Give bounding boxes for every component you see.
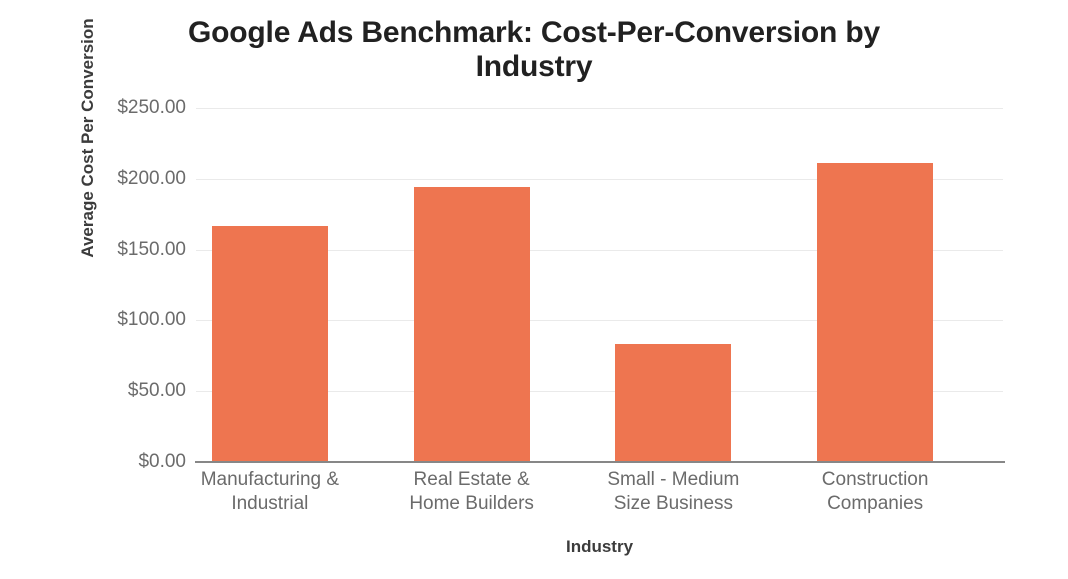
bar: [817, 163, 934, 462]
y-axis-tick-labels: $0.00 $50.00 $100.00 $150.00 $200.00 $250.00: [0, 98, 186, 471]
gridline: [196, 249, 1003, 251]
y-axis-tick-label: $100.00: [117, 309, 186, 331]
chart-title-line-2: Industry: [475, 50, 593, 83]
x-axis-tick-label-line: Industrial: [231, 493, 309, 514]
x-axis-baseline: [195, 461, 1005, 463]
x-axis-tick-label: Small - Medium Size Business: [573, 468, 773, 516]
x-axis-title: Industry: [565, 537, 634, 556]
y-axis-tick-label: $250.00: [117, 97, 186, 118]
chart-title-line-1: Google Ads Benchmark: Cost-Per-Conversio…: [188, 16, 880, 49]
x-axis-tick-label-line: Companies: [827, 493, 924, 514]
x-axis-tick-label-line: Manufacturing &: [200, 469, 340, 490]
bar: [413, 187, 530, 462]
x-axis-tick-labels: Manufacturing & Industrial Real Estate & Ho…: [196, 468, 1003, 520]
y-axis-tick-label: $150.00: [117, 238, 186, 260]
x-axis-tick-label: Manufacturing & Industrial: [170, 468, 370, 516]
bar: [211, 225, 328, 462]
gridline: [196, 178, 1003, 180]
x-axis-tick-label: Construction Companies: [775, 468, 975, 516]
gridline: [196, 320, 1003, 322]
x-axis-tick-label-line: Small - Medium: [607, 469, 740, 490]
chart-title: Google Ads Benchmark: Cost-Per-Conversio…: [90, 16, 978, 84]
y-axis-tick-label: $0.00: [138, 451, 186, 472]
gridline: [196, 391, 1003, 393]
y-axis-tick-label: $200.00: [117, 167, 186, 189]
y-axis-tick-label: $50.00: [127, 380, 186, 402]
x-axis-tick-label-line: Size Business: [613, 493, 734, 514]
x-axis-tick-label-line: Home Builders: [409, 493, 534, 514]
bar: [615, 344, 732, 462]
gridline: [196, 108, 1003, 109]
x-axis-tick-label-line: Construction: [821, 469, 929, 490]
x-axis-tick-label-line: Real Estate &: [413, 469, 530, 490]
x-axis-tick-label: Real Estate & Home Builders: [372, 468, 572, 516]
plot-area: [196, 108, 1003, 462]
